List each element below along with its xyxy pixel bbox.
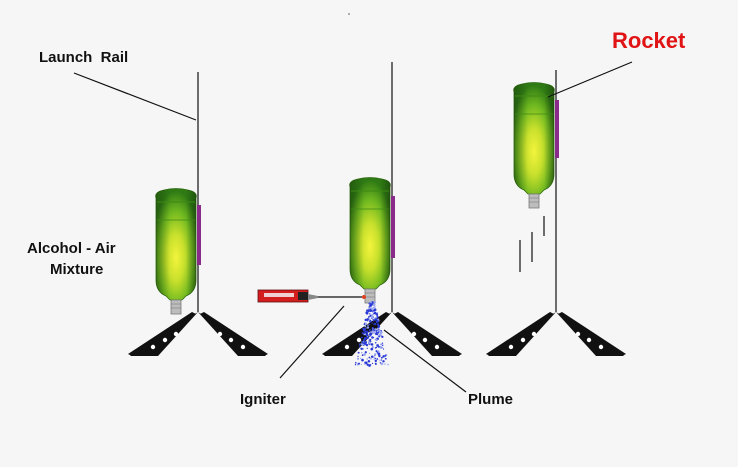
label-alcohol-air: Alcohol - Air: [27, 240, 116, 257]
label-mixture: Mixture: [50, 261, 103, 278]
tripod-stand-1: [128, 312, 268, 356]
leader-plume: [383, 329, 467, 393]
leader-rocket: [547, 61, 633, 98]
label-rocket: Rocket: [612, 28, 686, 53]
rail-guide-2: [391, 196, 395, 258]
bottle-2: [349, 177, 391, 304]
label-plume: Plume: [468, 391, 513, 408]
leader-igniter: [279, 305, 345, 379]
launcher-stage-1: [128, 72, 268, 356]
motion-streaks: [519, 216, 545, 272]
stray-dot: [348, 13, 350, 15]
launcher-stage-3: [486, 70, 626, 356]
label-launch-rail: Launch Rail: [39, 49, 128, 66]
launcher-stage-2: [257, 62, 462, 367]
bottle-1: [155, 188, 197, 315]
exhaust-plume: [354, 301, 389, 367]
rail-guide-3: [555, 100, 559, 158]
tripod-stand-3: [486, 312, 626, 356]
tripod-stand-2: [322, 312, 462, 356]
leader-launch-rail: [73, 72, 197, 121]
bottle-3-in-flight: [513, 82, 555, 209]
igniter-wand: [257, 289, 366, 303]
rail-guide-1: [197, 205, 201, 265]
label-igniter: Igniter: [240, 391, 286, 408]
